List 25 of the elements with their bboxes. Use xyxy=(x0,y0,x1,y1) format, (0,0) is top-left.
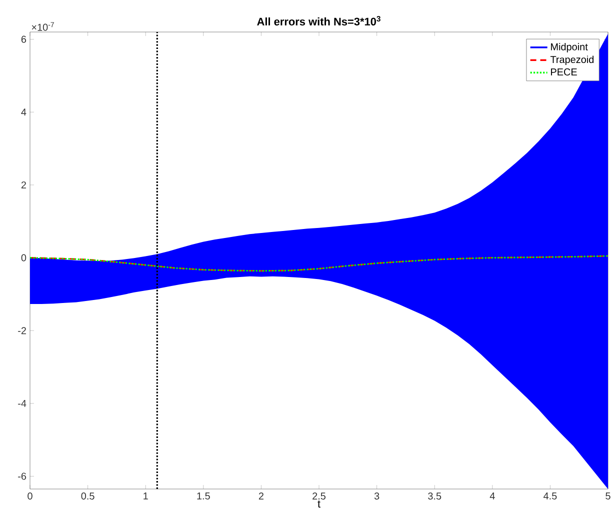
line-series xyxy=(30,255,608,272)
x-tick-label: 4.5 xyxy=(544,492,557,500)
y-tick-label: 4 xyxy=(21,108,26,116)
x-tick-label: 0 xyxy=(28,492,32,500)
legend-label: PECE xyxy=(551,68,577,76)
x-tick-label: 3.5 xyxy=(428,492,442,500)
x-tick-label: 2 xyxy=(258,492,264,500)
legend-label: Midpoint xyxy=(551,43,588,52)
x-tick-label: 1.5 xyxy=(197,492,210,500)
x-tick-label: 2.5 xyxy=(312,492,326,500)
y-tick-label: 6 xyxy=(21,36,26,43)
x-tick-label: 3 xyxy=(374,492,380,500)
text: ×10$^{-7}$ xyxy=(32,22,54,31)
y-tick-label: 0 xyxy=(21,254,26,262)
y-tick-label: 2 xyxy=(21,181,26,188)
chart-title: All errors with Ns=3*10$^{3}$ xyxy=(257,16,380,26)
x-tick-label: 0.5 xyxy=(81,492,94,500)
x-tick-label: 5 xyxy=(606,492,610,500)
y-tick-label: -6 xyxy=(18,472,26,480)
y-tick-label: -4 xyxy=(18,400,26,407)
x-tick-label: 1 xyxy=(144,492,148,500)
x-tick-label: 4 xyxy=(490,492,495,500)
legend-label: Trapezoid xyxy=(550,56,594,66)
y-tick-label: -2 xyxy=(18,327,26,334)
x-axis-title: t xyxy=(318,500,320,508)
